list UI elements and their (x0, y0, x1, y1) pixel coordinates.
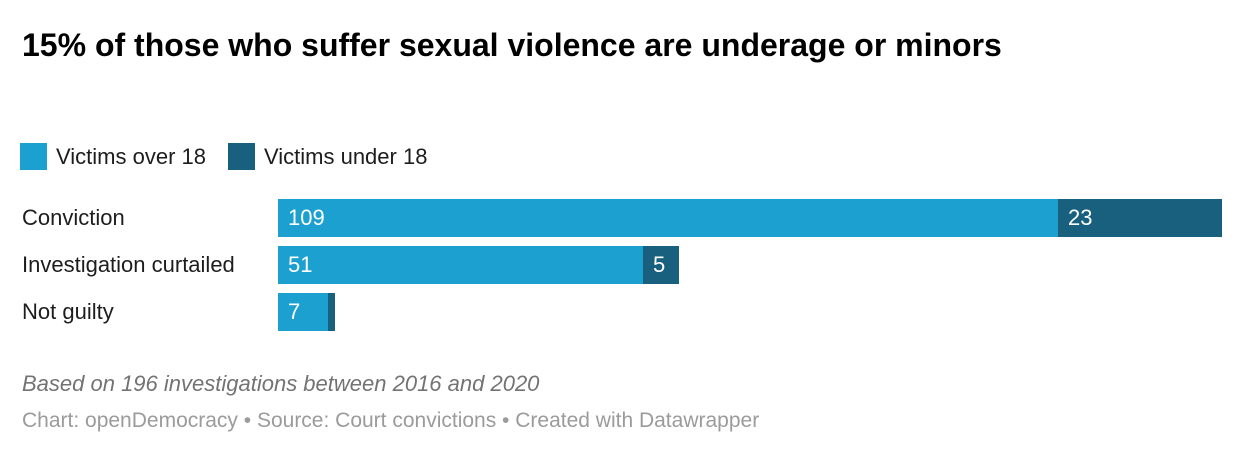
chart-attribution: Chart: openDemocracy • Source: Court con… (22, 409, 760, 432)
bar-segment-victims-over-18: 7 (278, 293, 328, 331)
category-label: Not guilty (22, 299, 114, 324)
value-label: 23 (1068, 205, 1093, 230)
chart-row: Not guilty 7 (22, 293, 1222, 331)
bar-segment-victims-under-18 (328, 293, 335, 331)
chart-row: Conviction 109 23 (22, 199, 1222, 237)
bar-segment-victims-over-18: 51 (278, 246, 643, 284)
legend-label: Victims over 18 (56, 143, 206, 169)
category-label: Investigation curtailed (22, 252, 235, 277)
legend-swatch-icon (20, 143, 47, 170)
chart-title: 15% of those who suffer sexual violence … (22, 27, 1002, 63)
bar-track: 51 5 (278, 246, 1222, 284)
bar-segment-victims-under-18: 23 (1058, 199, 1222, 237)
bar-segment-victims-under-18: 5 (643, 246, 679, 284)
value-label: 51 (288, 252, 313, 277)
stacked-bar-chart: Conviction 109 23 Investigation curtailed 51… (22, 199, 1222, 340)
legend: Victims over 18 Victims under 18 (20, 143, 427, 170)
bar-segment-victims-over-18: 109 (278, 199, 1058, 237)
bar-track: 109 23 (278, 199, 1222, 237)
category-label: Conviction (22, 205, 125, 230)
value-label: 7 (288, 299, 301, 324)
chart-note: Based on 196 investigations between 2016… (22, 371, 540, 396)
bar-track: 7 (278, 293, 1222, 331)
value-label: 109 (288, 205, 325, 230)
value-label: 5 (653, 252, 666, 277)
legend-label: Victims under 18 (263, 143, 428, 169)
legend-item: Victims under 18 (227, 143, 428, 170)
legend-swatch-icon (227, 143, 255, 170)
chart-row: Investigation curtailed 51 5 (22, 246, 1222, 284)
legend-item: Victims over 18 (20, 143, 206, 170)
